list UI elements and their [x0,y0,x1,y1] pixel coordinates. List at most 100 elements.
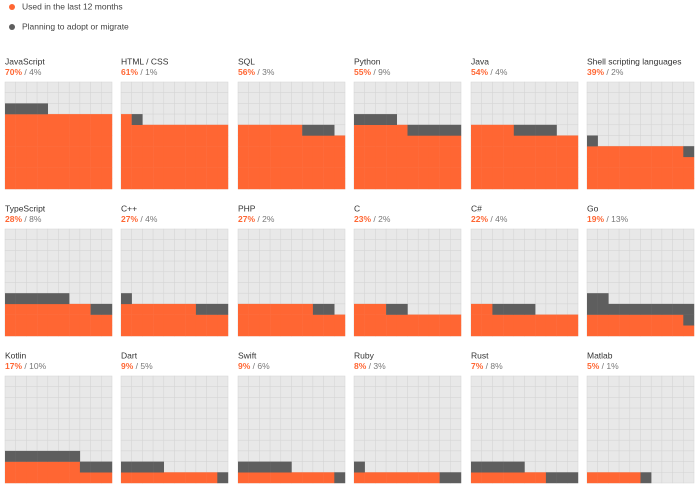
grid-cell [163,386,175,398]
waffle-cell [323,325,335,337]
grid-cell [58,418,70,430]
waffle-cell [153,135,164,147]
grid-cell [68,250,81,262]
waffle-cell [471,135,482,147]
grid-cell [597,260,609,273]
grid-cell [353,292,365,305]
grid-cell [353,282,365,294]
grid-cell [312,397,324,409]
grid-cell [364,228,376,240]
grid-cell [428,461,440,473]
waffle-cell [651,167,663,179]
waffle-cell [375,303,387,315]
grid-cell [385,418,398,430]
grid-cell [534,81,547,93]
grid-cell [68,92,81,104]
waffle-cell [163,303,175,315]
grid-cell [47,250,59,262]
grid-cell [301,407,314,420]
grid-cell [661,397,673,409]
grid-cell [597,429,609,441]
grid-cell [237,407,249,420]
grid-cell [470,81,482,93]
waffle-cell [5,124,16,136]
grid-cell [323,450,335,462]
waffle-cell [131,135,143,147]
grid-cell [312,450,324,462]
waffle-cell [47,114,59,125]
grid-cell [524,418,536,430]
grid-cell [58,282,70,294]
grid-cell [629,124,641,136]
grid-cell [629,271,641,283]
grid-cell [545,397,557,409]
waffle-cell [672,303,684,315]
grid-cell [672,81,684,93]
waffle-cell [492,303,504,315]
grid-cell [58,250,70,262]
grid-cell [131,92,143,104]
grid-cell [217,92,229,104]
waffle-cell [280,156,292,168]
grid-cell [586,461,598,473]
grid-cell [597,386,609,398]
grid-cell [683,282,695,294]
waffle-cell [238,314,249,326]
grid-cell [650,397,663,409]
grid-cell [385,407,398,420]
waffle-cell [248,472,260,484]
waffle-cell [90,114,102,125]
waffle-cell [121,146,132,158]
grid-cell [556,429,568,441]
grid-cell [556,81,568,93]
grid-cell [259,92,271,104]
grid-cell [163,92,175,104]
grid-cell [556,461,568,473]
grid-cell [492,228,504,240]
grid-cell [450,103,462,115]
waffle-cell [545,314,557,326]
grid-cell [618,292,631,305]
grid-cell [334,282,346,294]
grid-cell [650,103,663,115]
waffle-cell [481,146,493,158]
grid-cell [513,375,525,387]
waffle-cell [418,314,430,326]
grid-cell [375,228,387,240]
grid-cell [142,418,154,430]
waffle-cell [334,135,346,147]
grid-cell [597,407,609,420]
waffle-cell [259,303,271,315]
grid-cell [396,92,408,104]
waffle-cell [439,314,451,326]
grid-cell [417,113,430,126]
grid-cell [428,429,440,441]
grid-cell [492,92,504,104]
grid-cell [364,461,376,473]
grid-cell [259,386,271,398]
grid-cell [502,260,515,273]
grid-cell [353,429,365,441]
grid-cell [248,407,260,420]
waffle-cell [238,461,249,473]
grid-cell [417,418,430,430]
grid-cell [131,271,143,283]
grid-cell [545,81,557,93]
grid-cell [280,407,292,420]
waffle-cell [428,167,440,179]
grid-cell [608,135,620,147]
waffle-cell [37,303,48,315]
waffle-cell [471,325,482,337]
grid-cell [26,282,38,294]
grid-cell [534,228,547,240]
panel-values: 9% / 6% [238,361,270,371]
waffle-cell [428,156,440,168]
waffle-cell [608,303,620,315]
grid-cell [4,260,16,273]
grid-cell [131,282,143,294]
waffle-cell [238,178,249,190]
grid-cell [672,228,684,240]
grid-cell [450,303,462,315]
grid-cell [68,429,81,441]
